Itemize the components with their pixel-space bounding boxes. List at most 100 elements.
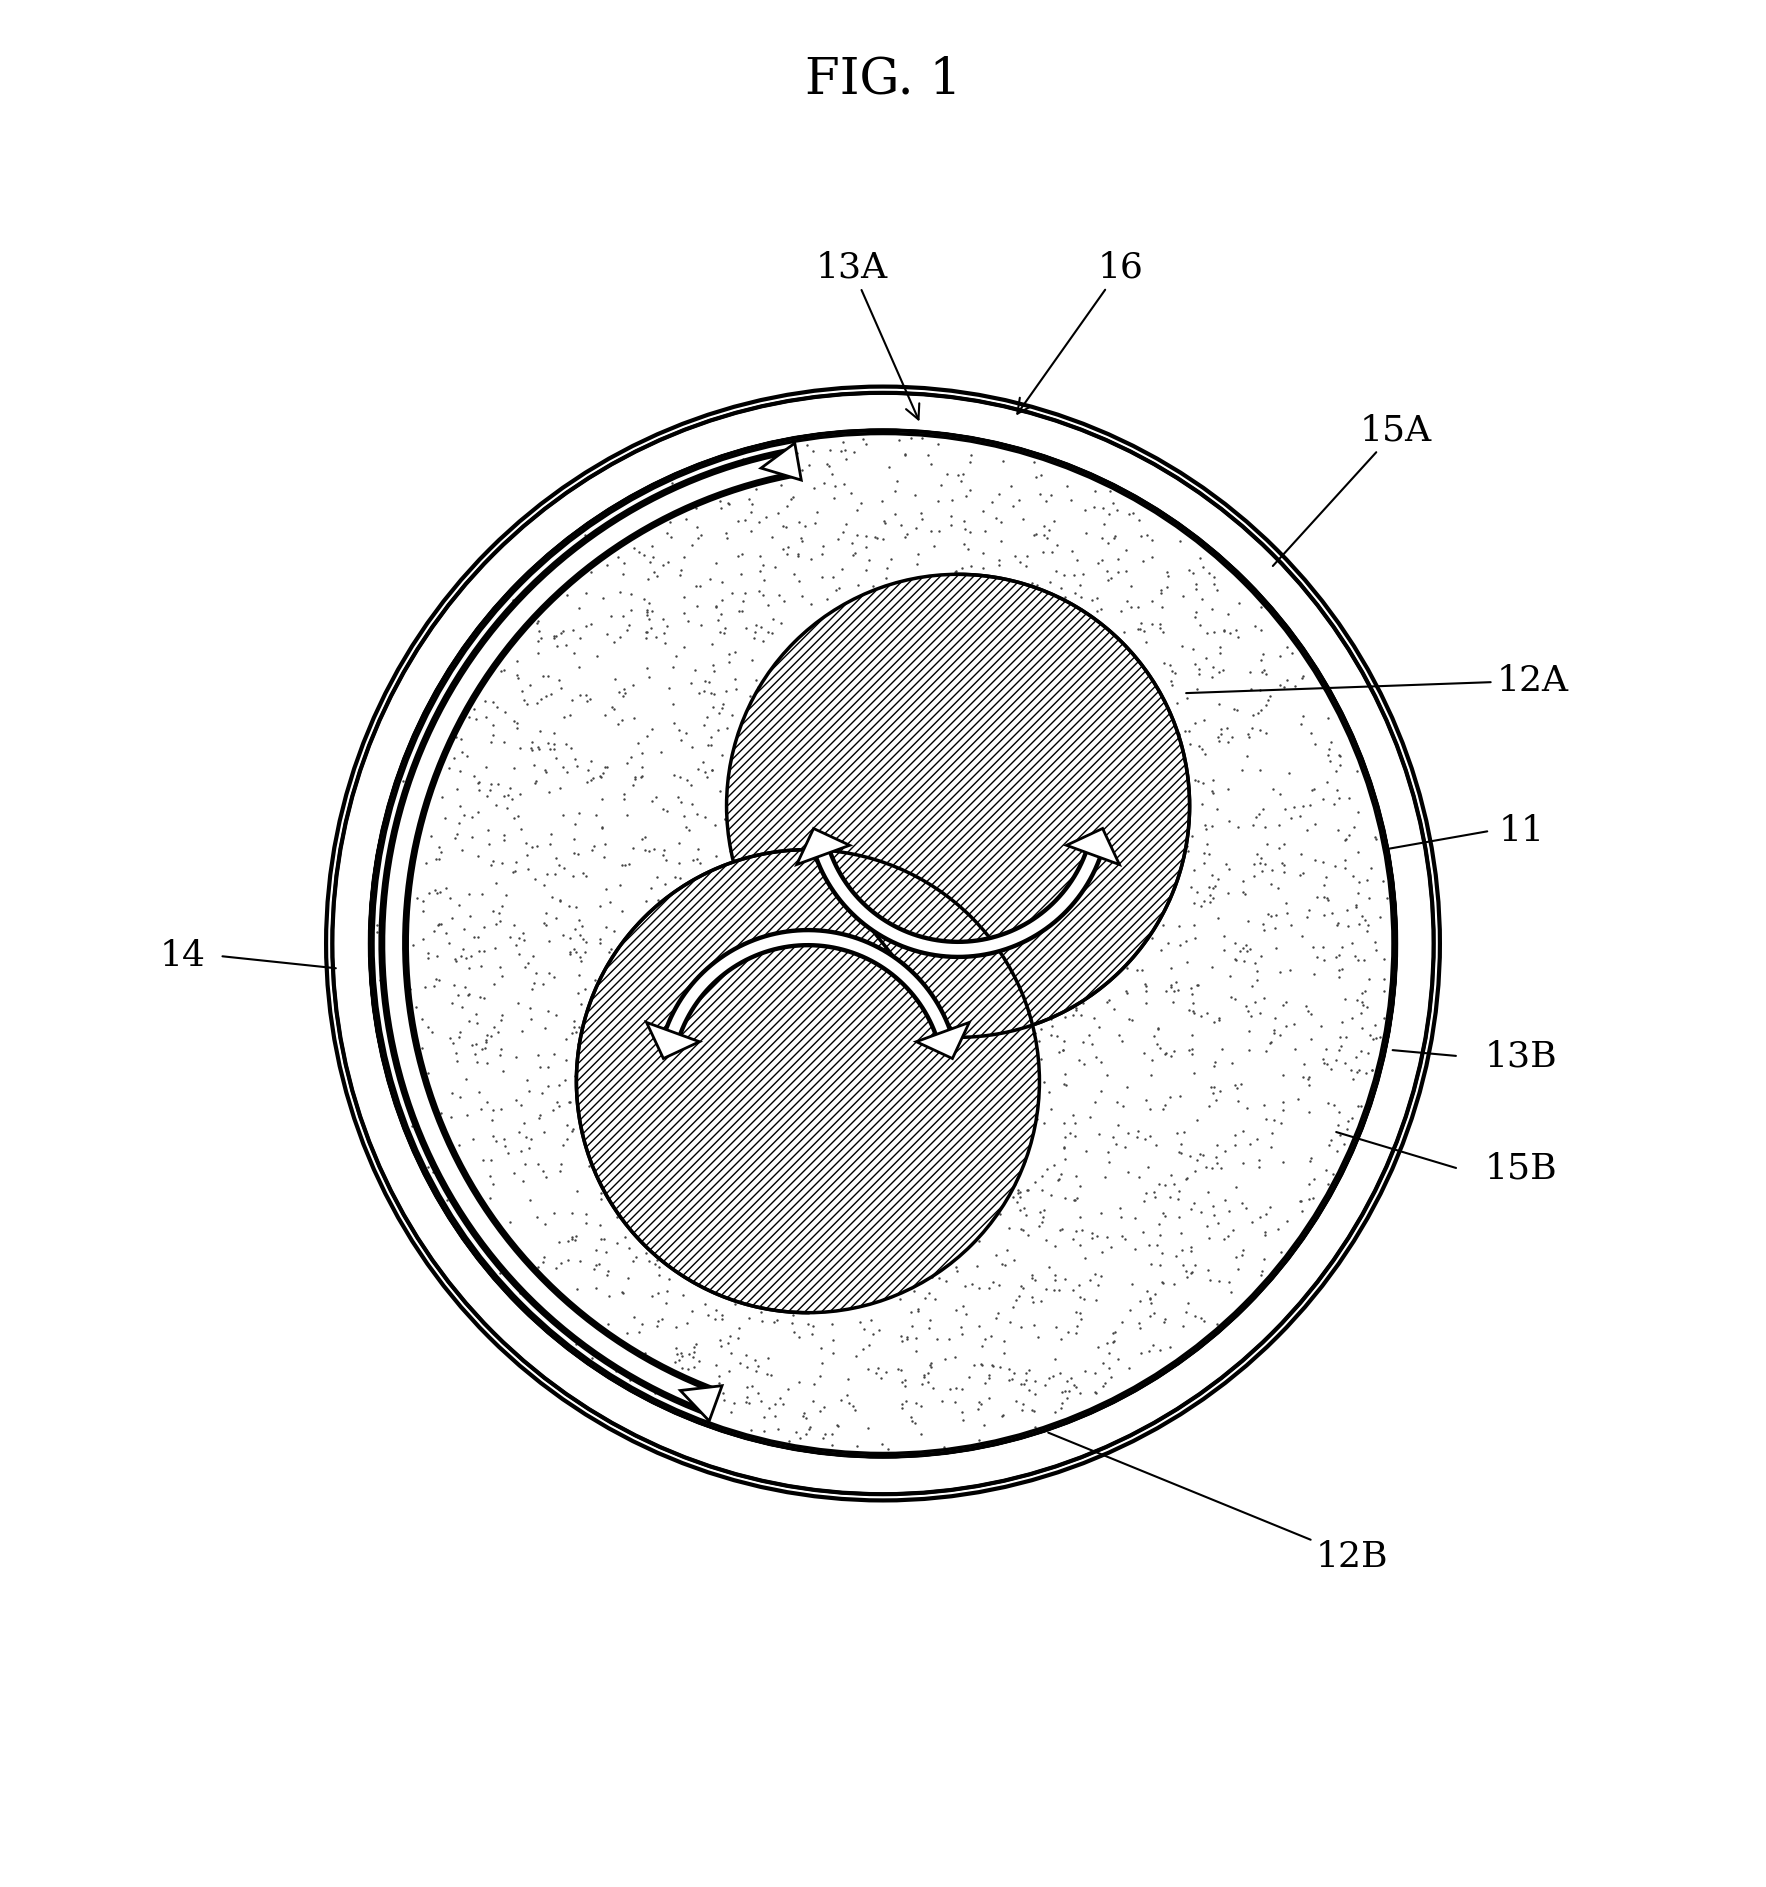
Point bbox=[533, 1051, 562, 1081]
Point bbox=[1120, 925, 1148, 955]
Point bbox=[632, 1064, 660, 1094]
Point bbox=[625, 536, 653, 566]
Point bbox=[984, 745, 1012, 776]
Point bbox=[1294, 1098, 1323, 1128]
Point bbox=[535, 957, 563, 987]
Point bbox=[615, 1264, 643, 1294]
Point bbox=[1199, 653, 1227, 683]
Point bbox=[948, 1091, 977, 1121]
Point bbox=[634, 932, 662, 962]
Point bbox=[401, 793, 429, 823]
Point bbox=[1070, 1049, 1098, 1079]
Point bbox=[784, 1277, 812, 1308]
Point bbox=[950, 866, 978, 896]
Point bbox=[1266, 1019, 1294, 1049]
Point bbox=[659, 689, 687, 719]
Point bbox=[849, 1313, 878, 1344]
Point bbox=[971, 1323, 1000, 1353]
Point bbox=[842, 1210, 871, 1240]
Point bbox=[770, 587, 798, 617]
Point bbox=[777, 483, 805, 513]
Point bbox=[812, 449, 841, 479]
Point bbox=[1081, 938, 1109, 968]
Point bbox=[542, 1087, 570, 1117]
Point bbox=[1234, 719, 1263, 749]
Point bbox=[1114, 500, 1143, 530]
Point bbox=[1081, 815, 1109, 845]
Point bbox=[731, 1210, 759, 1240]
Point bbox=[945, 860, 973, 891]
Text: 13A: 13A bbox=[816, 251, 920, 419]
Point bbox=[867, 847, 895, 877]
Point bbox=[901, 1408, 929, 1438]
Point bbox=[512, 1121, 540, 1151]
Point bbox=[1289, 1049, 1317, 1079]
Point bbox=[828, 819, 857, 849]
Point bbox=[429, 742, 457, 772]
Point bbox=[1183, 1144, 1211, 1174]
Point bbox=[655, 508, 683, 538]
Point bbox=[1086, 594, 1114, 625]
Point bbox=[853, 626, 881, 657]
Point bbox=[503, 708, 532, 738]
Point bbox=[397, 1070, 426, 1100]
Point bbox=[1012, 1364, 1040, 1394]
Point bbox=[1026, 1044, 1054, 1074]
Point bbox=[909, 568, 938, 598]
Point bbox=[931, 1432, 959, 1462]
Point bbox=[366, 966, 394, 996]
Point bbox=[1328, 1030, 1356, 1060]
Point bbox=[572, 611, 600, 642]
Point bbox=[826, 436, 855, 466]
Point bbox=[975, 1134, 1003, 1164]
Point bbox=[740, 877, 768, 908]
Point bbox=[915, 1151, 943, 1181]
Point bbox=[839, 528, 867, 559]
Point bbox=[394, 857, 422, 887]
Point bbox=[565, 798, 593, 828]
Point bbox=[1153, 928, 1181, 959]
Point bbox=[826, 945, 855, 976]
Polygon shape bbox=[917, 1023, 970, 1059]
Point bbox=[885, 425, 913, 455]
Point bbox=[713, 1060, 742, 1091]
Point bbox=[1051, 742, 1079, 772]
Point bbox=[1203, 1130, 1231, 1161]
Point bbox=[1014, 1017, 1042, 1047]
Point bbox=[924, 1325, 952, 1355]
Point bbox=[957, 1076, 985, 1106]
Point bbox=[738, 1415, 766, 1445]
Point bbox=[540, 621, 569, 651]
Point bbox=[1012, 1200, 1040, 1230]
Point bbox=[636, 547, 664, 577]
Point bbox=[1157, 649, 1185, 679]
Point bbox=[908, 1391, 936, 1421]
Point bbox=[510, 1108, 539, 1138]
Point bbox=[991, 1325, 1019, 1355]
Point bbox=[558, 543, 586, 574]
Point bbox=[632, 1338, 660, 1368]
Point bbox=[586, 891, 615, 921]
Point bbox=[1139, 904, 1167, 934]
Point bbox=[938, 659, 966, 689]
Point bbox=[1344, 1091, 1372, 1121]
Point bbox=[742, 1068, 770, 1098]
Point bbox=[782, 1002, 811, 1032]
Point bbox=[1358, 1025, 1386, 1055]
Point bbox=[881, 498, 909, 528]
Point bbox=[982, 600, 1010, 630]
Point bbox=[609, 681, 638, 711]
Point bbox=[1098, 932, 1127, 962]
Point bbox=[862, 1134, 890, 1164]
Point bbox=[826, 698, 855, 728]
Point bbox=[1015, 706, 1044, 736]
Point bbox=[917, 1072, 945, 1102]
Point bbox=[1035, 1362, 1063, 1393]
Point bbox=[788, 847, 816, 877]
Point bbox=[814, 696, 842, 726]
Point bbox=[615, 976, 643, 1006]
Point bbox=[454, 979, 482, 1010]
Point bbox=[600, 979, 629, 1010]
Point bbox=[761, 1134, 789, 1164]
Point bbox=[816, 849, 844, 879]
